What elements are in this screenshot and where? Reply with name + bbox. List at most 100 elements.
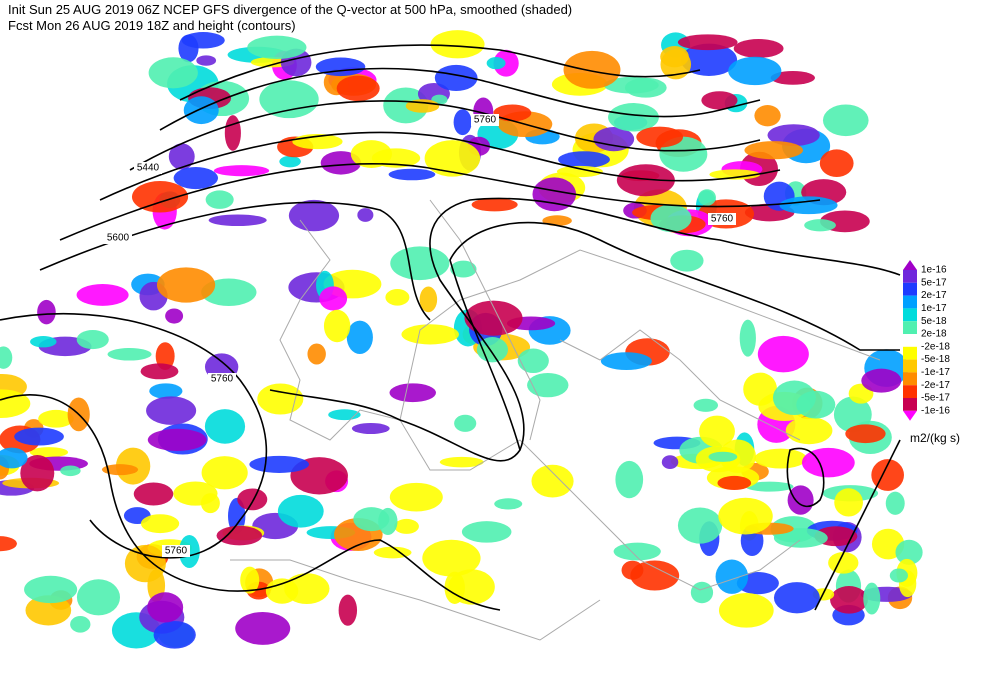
shade-blob — [517, 348, 549, 374]
shade-blob — [76, 579, 121, 616]
shade-blob — [37, 299, 56, 325]
shade-blob — [76, 284, 129, 306]
shade-blob — [148, 57, 198, 89]
colorbar-box — [903, 385, 917, 398]
colorbar-box — [903, 282, 917, 296]
shade-blob — [422, 539, 481, 577]
label-bg — [471, 114, 499, 126]
contour-labels: 5440 5600 5760 5760 5760 5760 — [104, 114, 736, 557]
shade-blob — [698, 189, 716, 206]
label-bg — [162, 545, 190, 557]
shade-blob — [24, 575, 78, 604]
shade-blob — [819, 149, 854, 178]
shade-blob — [461, 521, 512, 543]
shade-blob — [885, 491, 905, 515]
shade-blob — [895, 539, 923, 565]
shade-blob — [690, 581, 714, 604]
shade-blob — [889, 568, 908, 583]
shade-blob — [434, 64, 478, 92]
shade-blob — [14, 427, 64, 446]
shade-blob — [235, 611, 291, 645]
colorbar-label: -5e-18 — [921, 354, 950, 365]
shade-blob — [745, 481, 794, 492]
colorbar-box — [903, 308, 917, 322]
shade-blob — [861, 368, 902, 393]
shade-blob — [149, 383, 183, 399]
shade-blob — [213, 165, 270, 177]
shade-blob — [532, 177, 577, 212]
shade-blob — [288, 199, 340, 232]
shade-blob — [196, 55, 217, 66]
colorbar-box — [903, 359, 917, 373]
shade-blob — [613, 542, 661, 561]
colorbar-label: 5e-17 — [921, 277, 947, 288]
colorbar-label: -2e-17 — [921, 380, 950, 391]
shade-blob — [486, 57, 506, 70]
shade-blob — [25, 595, 72, 626]
shade-blob — [101, 464, 139, 476]
colorbar-arrow — [903, 410, 917, 421]
shade-blob — [247, 35, 307, 60]
shade-blob — [739, 319, 756, 357]
shade-blob — [76, 330, 109, 350]
shade-blob — [757, 335, 809, 373]
shade-blob — [388, 168, 436, 181]
shade-blob — [346, 320, 373, 354]
label-bg — [708, 213, 736, 225]
label-bg — [104, 232, 132, 244]
shade-blob — [224, 115, 241, 151]
shade-blob — [133, 482, 174, 506]
shade-blob — [630, 560, 680, 591]
shade-blob — [670, 249, 704, 272]
shade-blob — [279, 155, 301, 168]
shade-blob — [430, 30, 485, 59]
colorbar-label: -1e-17 — [921, 367, 950, 378]
shade-blob — [165, 308, 184, 324]
shade-blob — [493, 104, 532, 122]
colorbar-label: 1e-17 — [921, 303, 947, 314]
header-line: Init Sun 25 AUG 2019 06Z NCEP GFS diverg… — [8, 2, 572, 17]
shade-blob — [173, 481, 218, 506]
shade-blob — [661, 455, 679, 469]
shade-blob — [0, 346, 13, 369]
shade-blob — [556, 165, 603, 178]
contour-label: 5440 — [137, 163, 160, 174]
colorbar-box — [903, 321, 917, 334]
shade-blob — [680, 43, 738, 76]
shade-blob — [168, 143, 195, 170]
shade-blob — [770, 71, 816, 85]
shade-blob — [30, 336, 57, 348]
shade-blob — [228, 497, 246, 535]
shade-blob — [615, 460, 644, 499]
shade-blob — [779, 196, 838, 215]
shade-blob — [708, 451, 738, 462]
colorbar-unit: m2/(kg s) — [910, 431, 960, 445]
shade-blob — [240, 566, 260, 594]
shade-blob — [754, 105, 781, 127]
colorbar-label: 2e-17 — [921, 290, 947, 301]
shade-blob — [70, 616, 91, 633]
contour-label: 5760 — [165, 546, 188, 557]
shade-blob — [593, 127, 635, 152]
shade-blob — [709, 169, 761, 180]
shade-blob — [155, 342, 175, 371]
shade-blob — [454, 414, 477, 432]
shade-blob — [350, 140, 393, 168]
shade-blob — [323, 309, 351, 343]
shade-blob — [0, 536, 17, 552]
shade-blob — [871, 459, 904, 491]
shade-blob — [660, 46, 689, 68]
shade-blob — [677, 507, 723, 544]
shade-blob — [153, 620, 196, 649]
shade-blob — [616, 164, 675, 197]
label-bg — [208, 373, 236, 385]
shade-blob — [146, 396, 197, 425]
shade-blob — [336, 75, 380, 102]
shade-blob — [636, 126, 684, 148]
shade-blob — [699, 415, 735, 448]
shade-blob — [717, 475, 752, 491]
colorbar-arrow — [903, 260, 917, 270]
shade-blob — [453, 109, 472, 136]
shade-blob — [773, 582, 820, 614]
